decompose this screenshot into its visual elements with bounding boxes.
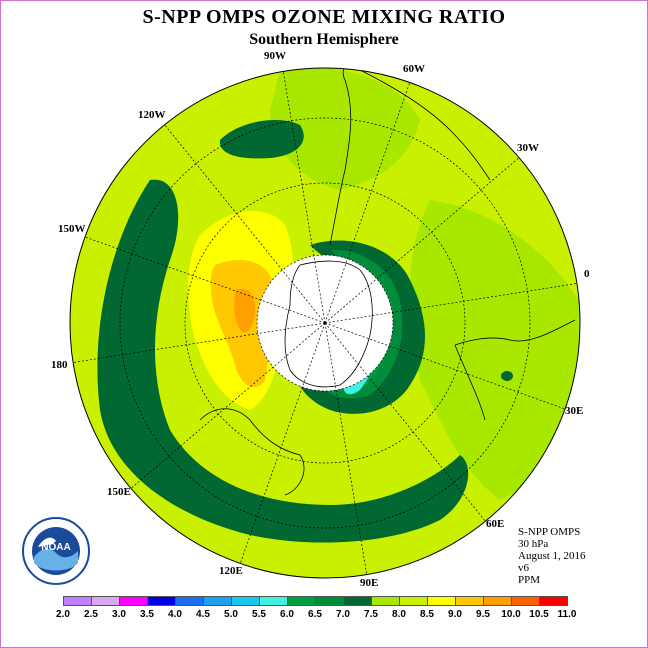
colorbar-tick-label: 2.5 (84, 609, 98, 620)
colorbar-tick-label: 10.0 (501, 609, 521, 620)
colorbar-tick-label: 9.0 (448, 609, 462, 620)
colorbar-swatch (175, 596, 204, 606)
lon-label-180: 180 (51, 359, 68, 371)
dark-green-spot (501, 371, 513, 381)
dark-green-band (97, 179, 469, 543)
lon-label-120w: 120W (138, 109, 166, 121)
colorbar-tick-label: 8.0 (392, 609, 406, 620)
map-boundary (69, 67, 581, 579)
colorbar-tick-label: 4.5 (196, 609, 210, 620)
colorbar-swatch (483, 596, 512, 606)
map-subtitle: Southern Hemisphere (249, 31, 399, 48)
info-block: S-NPP OMPS 30 hPa August 1, 2016 v6 PPM (518, 526, 586, 586)
lon-label-30e: 30E (565, 405, 584, 417)
coastline-south-america (329, 68, 491, 246)
colorbar-swatch (119, 596, 148, 606)
dark-green-island (219, 120, 304, 159)
map-title: S-NPP OMPS OZONE MIXING RATIO (142, 6, 506, 28)
map-fields (70, 68, 580, 578)
colorbar-swatch (203, 596, 232, 606)
colorbar-swatch (455, 596, 484, 606)
colorbar-swatch (231, 596, 260, 606)
colorbar-tick-label: 9.5 (476, 609, 490, 620)
noaa-logo-text: NOAA (41, 542, 70, 553)
lon-label-150e: 150E (107, 486, 131, 498)
colorbar-tick-label: 11.0 (557, 609, 577, 620)
colorbar (63, 596, 568, 606)
colorbar-tick-label: 10.5 (529, 609, 549, 620)
colorbar-ticks: 2.0 2.5 3.0 3.5 4.0 4.5 5.0 5.5 6.0 6.5 7.0 7.5 8.0 8… (0, 609, 648, 623)
colorbar-tick-label: 4.0 (168, 609, 182, 620)
lon-label-90e: 90E (360, 577, 379, 589)
colorbar-swatch (539, 596, 568, 606)
colorbar-tick-label: 7.0 (336, 609, 350, 620)
colorbar-swatch (511, 596, 540, 606)
colorbar-swatch (91, 596, 120, 606)
colorbar-swatch (315, 596, 344, 606)
colorbar-tick-label: 6.5 (308, 609, 322, 620)
lon-label-30w: 30W (517, 142, 539, 154)
colorbar-swatch (399, 596, 428, 606)
lon-label-150w: 150W (58, 223, 86, 235)
colorbar-tick-label: 8.5 (420, 609, 434, 620)
colorbar-swatch (287, 596, 316, 606)
info-version: v6 (518, 562, 529, 574)
colorbar-swatch (63, 596, 92, 606)
colorbar-swatch (371, 596, 400, 606)
colorbar-tick-label: 7.5 (364, 609, 378, 620)
colorbar-tick-label: 3.5 (140, 609, 154, 620)
level-field-east (410, 200, 580, 500)
dark-orange-field (234, 288, 256, 333)
noaa-logo: NOAA (22, 517, 90, 585)
colorbar-tick-label: 5.0 (224, 609, 238, 620)
colorbar-swatch (147, 596, 176, 606)
lon-label-90w: 90W (264, 50, 286, 62)
colorbar-tick-label: 2.0 (56, 609, 70, 620)
info-units: PPM (518, 574, 541, 586)
coastline-africa (454, 319, 576, 421)
lon-label-60w: 60W (403, 63, 425, 75)
lon-label-60e: 60E (486, 518, 505, 530)
coastline-australia (199, 408, 305, 496)
lon-label-120e: 120E (219, 565, 243, 577)
colorbar-swatch (259, 596, 288, 606)
colorbar-tick-label: 3.0 (112, 609, 126, 620)
colorbar-swatch (427, 596, 456, 606)
colorbar-tick-label: 5.5 (252, 609, 266, 620)
info-instrument: S-NPP OMPS (518, 526, 581, 538)
info-date: August 1, 2016 (518, 550, 586, 562)
lon-label-0: 0 (584, 268, 590, 280)
coastline-antarctica (284, 260, 373, 388)
colorbar-swatch (343, 596, 372, 606)
graticule (70, 69, 580, 577)
south-pole-marker (323, 321, 327, 325)
colorbar-tick-label: 6.0 (280, 609, 294, 620)
info-level: 30 hPa (518, 538, 549, 550)
